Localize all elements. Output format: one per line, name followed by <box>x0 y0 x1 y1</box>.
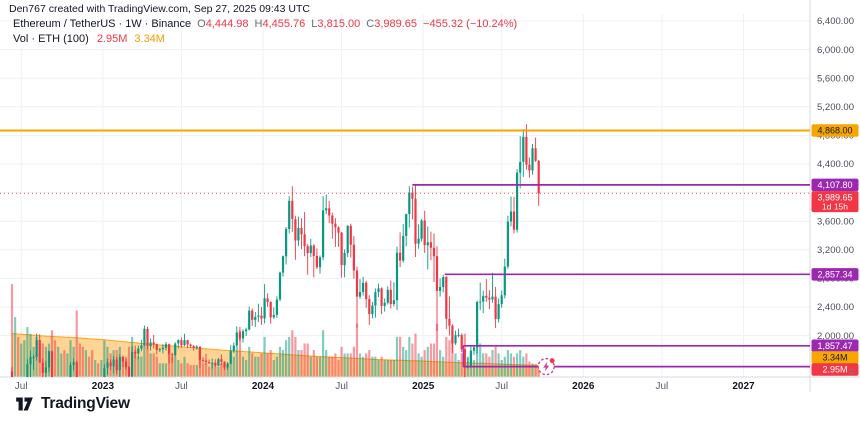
time-axis[interactable]: Jul 2023 Jul 2024 Jul 2025 Jul 2026 Jul 2027 <box>15 381 755 392</box>
attribution-text: Den767 created with TradingView.com, Sep… <box>9 3 310 15</box>
svg-text:4,107.80: 4,107.80 <box>817 180 852 190</box>
svg-text:Jul: Jul <box>495 381 508 392</box>
svg-text:Jul: Jul <box>335 381 348 392</box>
volume-ma-value: 3.34M <box>134 33 165 45</box>
svg-text:2.95M: 2.95M <box>822 365 847 375</box>
exchange-label: Binance <box>151 18 192 30</box>
symbol-title: Ethereum / TetherUS <box>13 18 116 30</box>
svg-text:3,989.65: 3,989.65 <box>817 192 852 202</box>
svg-text:Jul: Jul <box>15 381 28 392</box>
svg-text:2023: 2023 <box>92 381 115 392</box>
grid-lines <box>0 14 810 377</box>
svg-text:1d 15h: 1d 15h <box>822 201 848 211</box>
pane-borders <box>0 0 860 392</box>
lightning-event-icon[interactable] <box>537 357 555 376</box>
tradingview-logo[interactable]: TradingView <box>15 395 130 413</box>
volume-legend[interactable]: Vol · ETH (100) 2.95M 3.34M <box>13 33 165 45</box>
svg-text:2027: 2027 <box>732 381 755 392</box>
svg-text:6,000.00: 6,000.00 <box>817 45 854 56</box>
volume-indicator-label: Vol · ETH (100) <box>13 33 89 45</box>
interval-label: 1W <box>125 18 142 30</box>
low-label: L <box>311 18 318 30</box>
svg-text:5,600.00: 5,600.00 <box>817 73 854 84</box>
svg-text:3,600.00: 3,600.00 <box>817 216 854 227</box>
close-label: C <box>366 18 375 30</box>
price-axis[interactable]: 6,400.006,000.005,600.005,200.004,800.00… <box>811 16 859 376</box>
low-value: 3,815.00 <box>317 18 361 30</box>
svg-text:4,868.00: 4,868.00 <box>817 126 852 136</box>
volume-zero-label: 0 <box>849 366 854 376</box>
separator-dot: · <box>144 18 149 30</box>
volume-current-value: 2.95M <box>96 33 128 45</box>
separator-dot: · <box>118 18 123 30</box>
change-value: −455.32 (−10.24%) <box>423 18 518 30</box>
svg-text:4,400.00: 4,400.00 <box>817 159 854 170</box>
svg-text:Jul: Jul <box>175 381 188 392</box>
svg-text:3.34M: 3.34M <box>822 353 847 363</box>
svg-text:2024: 2024 <box>252 381 275 392</box>
high-value: 4,455.76 <box>262 18 306 30</box>
svg-text:6,400.00: 6,400.00 <box>817 16 854 27</box>
close-value: 3,989.65 <box>374 18 418 30</box>
price-level-lines[interactable] <box>0 129 810 368</box>
svg-text:2,857.34: 2,857.34 <box>817 269 852 279</box>
svg-text:5,200.00: 5,200.00 <box>817 102 854 113</box>
svg-text:Jul: Jul <box>656 381 669 392</box>
svg-text:3,200.00: 3,200.00 <box>817 245 854 256</box>
open-value: 4,444.98 <box>205 18 249 30</box>
svg-text:2,000.00: 2,000.00 <box>817 331 854 342</box>
svg-text:2,400.00: 2,400.00 <box>817 302 854 313</box>
tradingview-logo-text: TradingView <box>41 395 130 412</box>
svg-text:2025: 2025 <box>412 381 435 392</box>
symbol-legend[interactable]: Ethereum / TetherUS · 1W · Binance O4,444.98 H… <box>13 17 517 32</box>
open-label: O <box>197 18 206 30</box>
svg-text:2026: 2026 <box>572 381 595 392</box>
tradingview-logo-icon <box>15 396 34 412</box>
high-label: H <box>254 18 263 30</box>
svg-text:1,857.47: 1,857.47 <box>817 341 852 351</box>
candlestick-series <box>10 124 540 377</box>
